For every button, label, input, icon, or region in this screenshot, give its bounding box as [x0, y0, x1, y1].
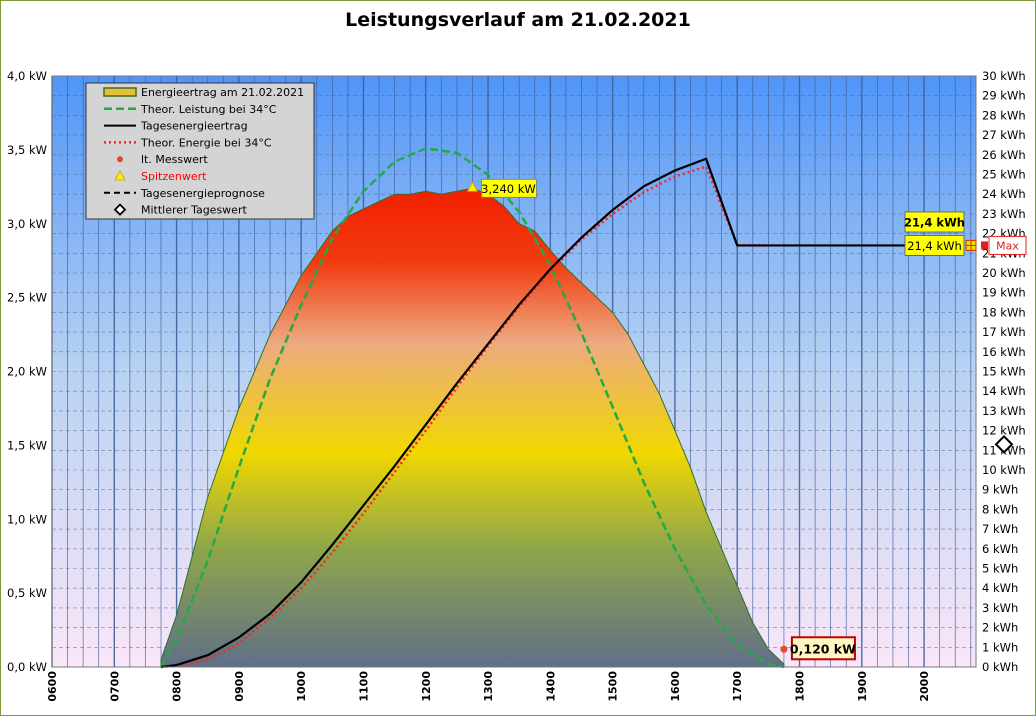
legend-label: Tagesenergieprognose — [140, 187, 265, 200]
legend-label: Mittlerer Tageswert — [141, 204, 247, 217]
y-right-tick-label: 0 kWh — [982, 660, 1018, 674]
last-measurement-marker — [780, 645, 788, 653]
series-theor-energie-line — [160, 165, 769, 669]
y-right-tick-label: 9 kWh — [982, 483, 1018, 497]
x-tick-label: 0800 — [171, 671, 184, 702]
legend-swatch-diamond — [113, 203, 127, 216]
x-tick-label: 1600 — [669, 671, 682, 702]
energy-label-1: 21,4 kWh — [904, 216, 965, 230]
peak-label-box — [481, 178, 537, 198]
y-right-tick-label: 5 kWh — [982, 562, 1018, 576]
legend: Energieertrag am 21.02.2021 Theor. Leistu… — [85, 82, 315, 220]
y-left-tick-label: 3,0 kW — [7, 217, 47, 231]
legend-label: lt. Messwert — [141, 153, 208, 166]
y-left-tick-label: 1,5 kW — [7, 438, 47, 452]
x-tick-label: 0900 — [233, 671, 246, 702]
y-right-tick-label: 26 kWh — [982, 148, 1026, 162]
legend-label: Spitzenwert — [141, 170, 207, 183]
legend-swatch-yellow-triangle — [114, 170, 126, 181]
legend-swatch-area — [103, 87, 137, 97]
y-right-tick-label: 16 kWh — [982, 345, 1026, 359]
x-tick-label: 1400 — [544, 671, 557, 702]
x-tick-label: 2000 — [918, 671, 931, 702]
x-tick-label: 1100 — [357, 671, 370, 702]
y-right-tick-label: 28 kWh — [982, 108, 1026, 122]
y-right-tick-label: 27 kWh — [982, 128, 1026, 142]
chart-title: Leistungsverlauf am 21.02.2021 — [345, 9, 691, 31]
max-label: Max — [996, 239, 1019, 252]
y-left-tick-label: 1,0 kW — [7, 512, 47, 526]
y-right-tick-label: 29 kWh — [982, 89, 1026, 103]
y-right-tick-label: 13 kWh — [982, 404, 1026, 418]
x-tick-label: 1200 — [420, 671, 433, 702]
x-tick-label: 1900 — [856, 671, 869, 702]
y-left-tick-label: 0,0 kW — [7, 660, 47, 674]
y-right-tick-label: 14 kWh — [982, 384, 1026, 398]
x-tick-label: 1000 — [295, 671, 308, 702]
daily-average-marker — [994, 434, 1014, 454]
max-marker — [981, 241, 988, 250]
y-right-tick-label: 8 kWh — [982, 502, 1018, 516]
peak-label: 3,240 kW — [481, 182, 536, 196]
y-right-tick-label: 3 kWh — [982, 601, 1018, 615]
energy-label-box-2 — [904, 235, 965, 256]
energy-label-box-1 — [904, 211, 965, 233]
y-left-tick-label: 0,5 kW — [7, 586, 47, 600]
x-tick-label: 0700 — [108, 671, 121, 702]
y-left-tick-label: 2,5 kW — [7, 291, 47, 305]
y-right-tick-label: 4 kWh — [982, 581, 1018, 595]
series-energieertrag-area — [160, 187, 785, 668]
energy-label-2: 21,4 kWh — [907, 239, 962, 253]
last-measurement-box — [790, 636, 856, 661]
peak-marker — [466, 181, 479, 192]
x-tick-label: 1500 — [607, 671, 620, 702]
plot-border — [51, 75, 977, 668]
y-right-tick-label: 19 kWh — [982, 286, 1026, 300]
legend-label: Theor. Energie bei 34°C — [140, 136, 272, 149]
series-tagesenergie-line — [160, 157, 956, 669]
y-right-tick-label: 30 kWh — [982, 69, 1026, 83]
legend-label: Theor. Leistung bei 34°C — [140, 103, 277, 116]
y-right-tick-label: 7 kWh — [982, 522, 1018, 536]
y-right-tick-label: 12 kWh — [982, 424, 1026, 438]
legend-swatch-red-marker — [117, 156, 123, 163]
x-tick-label: 1800 — [794, 671, 807, 702]
y-right-tick-label: 23 kWh — [982, 207, 1026, 221]
x-tick-label: 1300 — [482, 671, 495, 702]
y-right-tick-label: 18 kWh — [982, 305, 1026, 319]
legend-label: Tagesenergieertrag — [140, 120, 248, 133]
y-left-tick-label: 3,5 kW — [7, 143, 47, 157]
legend-label: Energieertrag am 21.02.2021 — [141, 86, 304, 99]
axes: 0,0 kW 0,5 kW 1,0 kW 1,5 kW 2,0 kW 2,5 kW 3,0 … — [7, 69, 1026, 702]
y-right-tick-label: 10 kWh — [982, 463, 1026, 477]
y-right-tick-label: 15 kWh — [982, 365, 1026, 379]
y-right-tick-label: 24 kWh — [982, 187, 1026, 201]
y-right-tick-label: 2 kWh — [982, 621, 1018, 635]
y-left-tick-label: 4,0 kW — [7, 69, 47, 83]
series-theor-leistung-line — [159, 147, 785, 669]
y-right-tick-label: 17 kWh — [982, 325, 1026, 339]
max-label-box — [988, 235, 1027, 255]
y-right-tick-label: 25 kWh — [982, 168, 1026, 182]
x-tick-label: 1700 — [731, 671, 744, 702]
last-measurement-label: 0,120 kW — [790, 641, 856, 656]
x-tick-label: 0600 — [46, 671, 59, 702]
y-right-tick-label: 1 kWh — [982, 640, 1018, 654]
y-left-tick-label: 2,0 kW — [7, 365, 47, 379]
series-group — [159, 147, 956, 669]
legend-box — [85, 82, 315, 220]
annotations: 3,240 kW 0,120 kW 21,4 kWh 21,4 kWh Max — [466, 178, 1027, 661]
y-right-tick-label: 20 kWh — [982, 266, 1026, 280]
y-right-tick-label: 6 kWh — [982, 542, 1018, 556]
